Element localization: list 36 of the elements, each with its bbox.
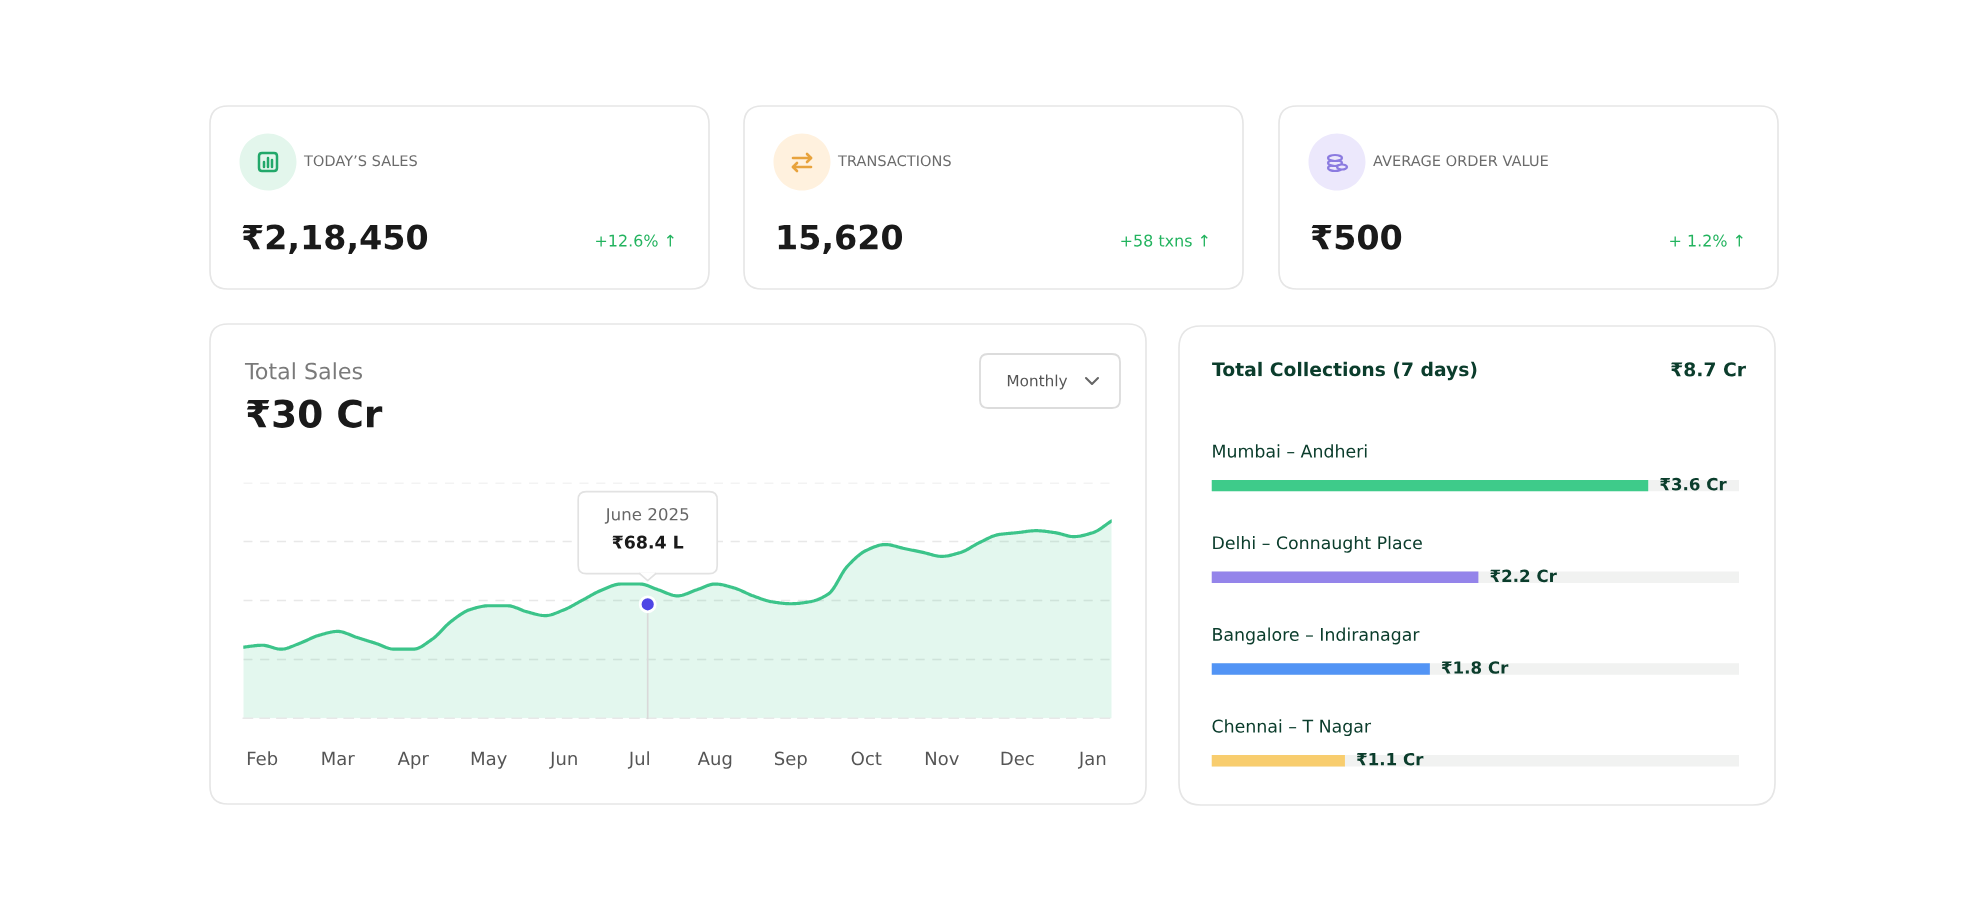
x-tick-label: Dec	[1001, 751, 1034, 766]
data-label: ₹3.6 Cr	[1660, 477, 1727, 491]
data-label: ₹2.2 Cr	[1490, 569, 1557, 583]
x-tick-label: Mar	[322, 751, 355, 766]
x-tick-label: Sep	[774, 751, 807, 769]
text: AVERAGE ORDER VALUE	[1373, 155, 1548, 167]
y-tick-label: Mumbai – Andheri	[1213, 444, 1367, 458]
x-tick-label: Oct	[851, 751, 882, 766]
annotation: ₹68.4 L	[612, 535, 684, 549]
x-tick-label: Apr	[397, 751, 429, 769]
data-label: ₹1.8 Cr	[1441, 661, 1509, 674]
text: + 1.2% ↑	[1670, 234, 1743, 247]
chart-title: Total Sales	[244, 362, 363, 380]
text: ₹500	[1311, 224, 1402, 250]
y-tick-label: Chennai – T Nagar	[1212, 719, 1372, 737]
text: +58 txns ↑	[1121, 234, 1208, 247]
y-tick-label: Bangalore – Indiranagar	[1213, 627, 1420, 645]
x-tick-label: Jul	[627, 751, 649, 769]
x-tick-label: Jun	[549, 751, 577, 769]
text: 15,620	[778, 224, 903, 254]
x-tick-label: Jan	[1077, 751, 1106, 769]
chart-title: Total Collections (7 days)	[1212, 361, 1477, 381]
text: TODAY’S SALES	[303, 155, 417, 167]
y-tick-label: Delhi – Connaught Place	[1213, 535, 1422, 553]
text: Monthly	[1007, 374, 1068, 390]
chart-subtitle: ₹30 Cr	[246, 399, 383, 428]
data-label: ₹1.1 Cr	[1356, 752, 1424, 766]
text: ₹2,18,450	[242, 224, 428, 254]
x-tick-label: Aug	[697, 751, 732, 769]
x-tick-label: Feb	[247, 751, 278, 766]
text: TRANSACTIONS	[837, 155, 951, 167]
annotation: June 2025	[604, 507, 689, 524]
text: +12.6% ↑	[596, 234, 674, 247]
x-tick-label: May	[471, 751, 507, 769]
text: ₹8.7 Cr	[1671, 362, 1746, 377]
x-tick-label: Nov	[925, 751, 959, 766]
